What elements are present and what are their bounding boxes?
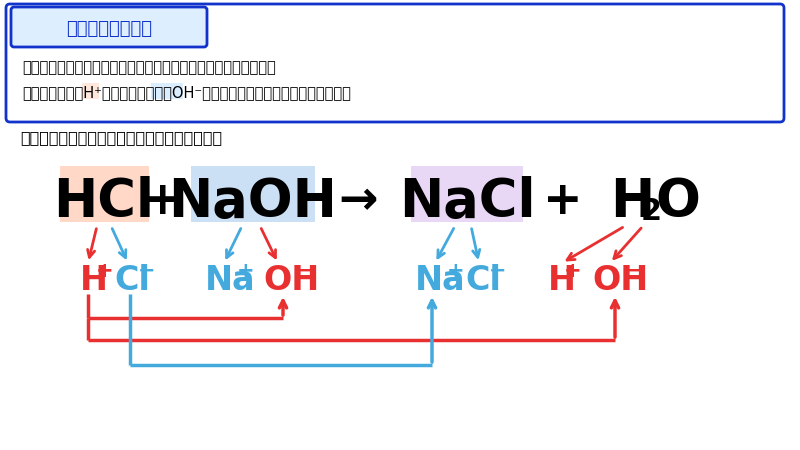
FancyBboxPatch shape: [191, 166, 315, 222]
Text: OH: OH: [263, 264, 319, 297]
Text: ・酸と塩基が反応し、それぞれの性質を互いに打ち消し合う反応: ・酸と塩基が反応し、それぞれの性質を互いに打ち消し合う反応: [22, 60, 276, 76]
Text: −: −: [489, 261, 506, 281]
Text: +: +: [543, 180, 583, 225]
Text: Na: Na: [415, 264, 466, 297]
Text: +: +: [237, 261, 254, 281]
FancyBboxPatch shape: [6, 4, 784, 122]
Text: O: O: [655, 176, 700, 228]
Text: +: +: [96, 261, 114, 281]
FancyBboxPatch shape: [82, 83, 99, 99]
Text: +: +: [143, 180, 183, 225]
Text: H: H: [548, 264, 576, 297]
Text: →: →: [338, 180, 378, 225]
Text: Cl: Cl: [114, 264, 150, 297]
Text: −: −: [624, 261, 642, 281]
Text: 例）塩酸と水酸化ナトリウム水溶液の中和反応: 例）塩酸と水酸化ナトリウム水溶液の中和反応: [20, 130, 222, 145]
Text: H: H: [610, 176, 654, 228]
Text: −: −: [138, 261, 155, 281]
Text: −: −: [295, 261, 313, 281]
Text: 2: 2: [641, 197, 662, 225]
Text: H: H: [80, 264, 108, 297]
FancyBboxPatch shape: [11, 7, 207, 47]
Text: Na: Na: [205, 264, 256, 297]
Text: ・酸から生じたH⁺が塩基から生じたOH⁻と結合し、水（と塩）が生成する反応: ・酸から生じたH⁺が塩基から生じたOH⁻と結合し、水（と塩）が生成する反応: [22, 86, 351, 100]
Text: HCl: HCl: [54, 176, 154, 228]
Text: NaOH: NaOH: [169, 176, 338, 228]
Text: OH: OH: [592, 264, 648, 297]
FancyBboxPatch shape: [411, 166, 523, 222]
Text: Cl: Cl: [465, 264, 501, 297]
Text: +: +: [447, 261, 465, 281]
Text: +: +: [564, 261, 582, 281]
FancyBboxPatch shape: [60, 166, 149, 222]
Text: 中和反応（中和）: 中和反応（中和）: [66, 20, 152, 38]
FancyBboxPatch shape: [151, 83, 183, 99]
Text: NaCl: NaCl: [398, 176, 535, 228]
